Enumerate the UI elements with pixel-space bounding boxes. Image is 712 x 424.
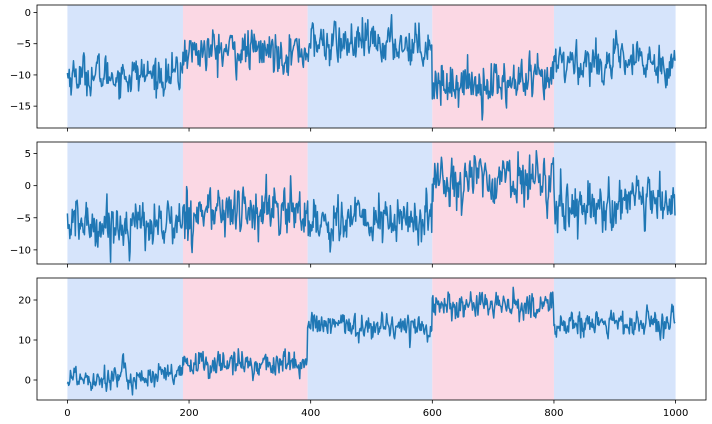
regime-band-3 <box>432 278 554 400</box>
y-tick-label: 20 <box>18 296 31 307</box>
y-tick-label: −15 <box>10 102 31 113</box>
x-tick-label: 0 <box>64 408 70 419</box>
series-line-0 <box>66 286 676 396</box>
x-tick-label: 400 <box>301 408 320 419</box>
y-tick-label: −10 <box>10 245 31 256</box>
y-tick-label: −5 <box>16 39 31 50</box>
regime-band-0 <box>67 142 183 264</box>
y-tick-label: −10 <box>10 70 31 81</box>
regime-band-3 <box>432 5 554 128</box>
regime-band-4 <box>553 278 676 400</box>
series-line-0 <box>66 13 676 121</box>
regime-band-2 <box>307 142 433 264</box>
regime-band-2 <box>307 278 433 400</box>
axes-frame <box>36 277 707 401</box>
panel-middle: 5 0 −5 −10 <box>10 141 707 268</box>
x-tick-label: 600 <box>423 408 442 419</box>
regime-band-0 <box>67 5 183 128</box>
y-tick-label: 5 <box>25 149 31 160</box>
regime-band-2 <box>307 5 433 128</box>
series-line-0 <box>66 150 676 263</box>
y-tick-label: 0 <box>25 376 31 387</box>
y-tick-label: 0 <box>25 181 31 192</box>
y-tick-label: 0 <box>25 8 31 19</box>
x-tick-label: 800 <box>544 408 563 419</box>
axes-frame <box>36 141 707 265</box>
regime-band-1 <box>182 278 308 400</box>
x-tick-label: 200 <box>179 408 198 419</box>
regime-band-0 <box>67 278 183 400</box>
y-tick-label: 10 <box>18 336 31 347</box>
y-tick-label: −5 <box>16 213 31 224</box>
panel-top: 0 −5 −10 −15 <box>10 4 707 132</box>
axes-frame <box>36 4 707 129</box>
x-tick-label: 1000 <box>663 408 688 419</box>
